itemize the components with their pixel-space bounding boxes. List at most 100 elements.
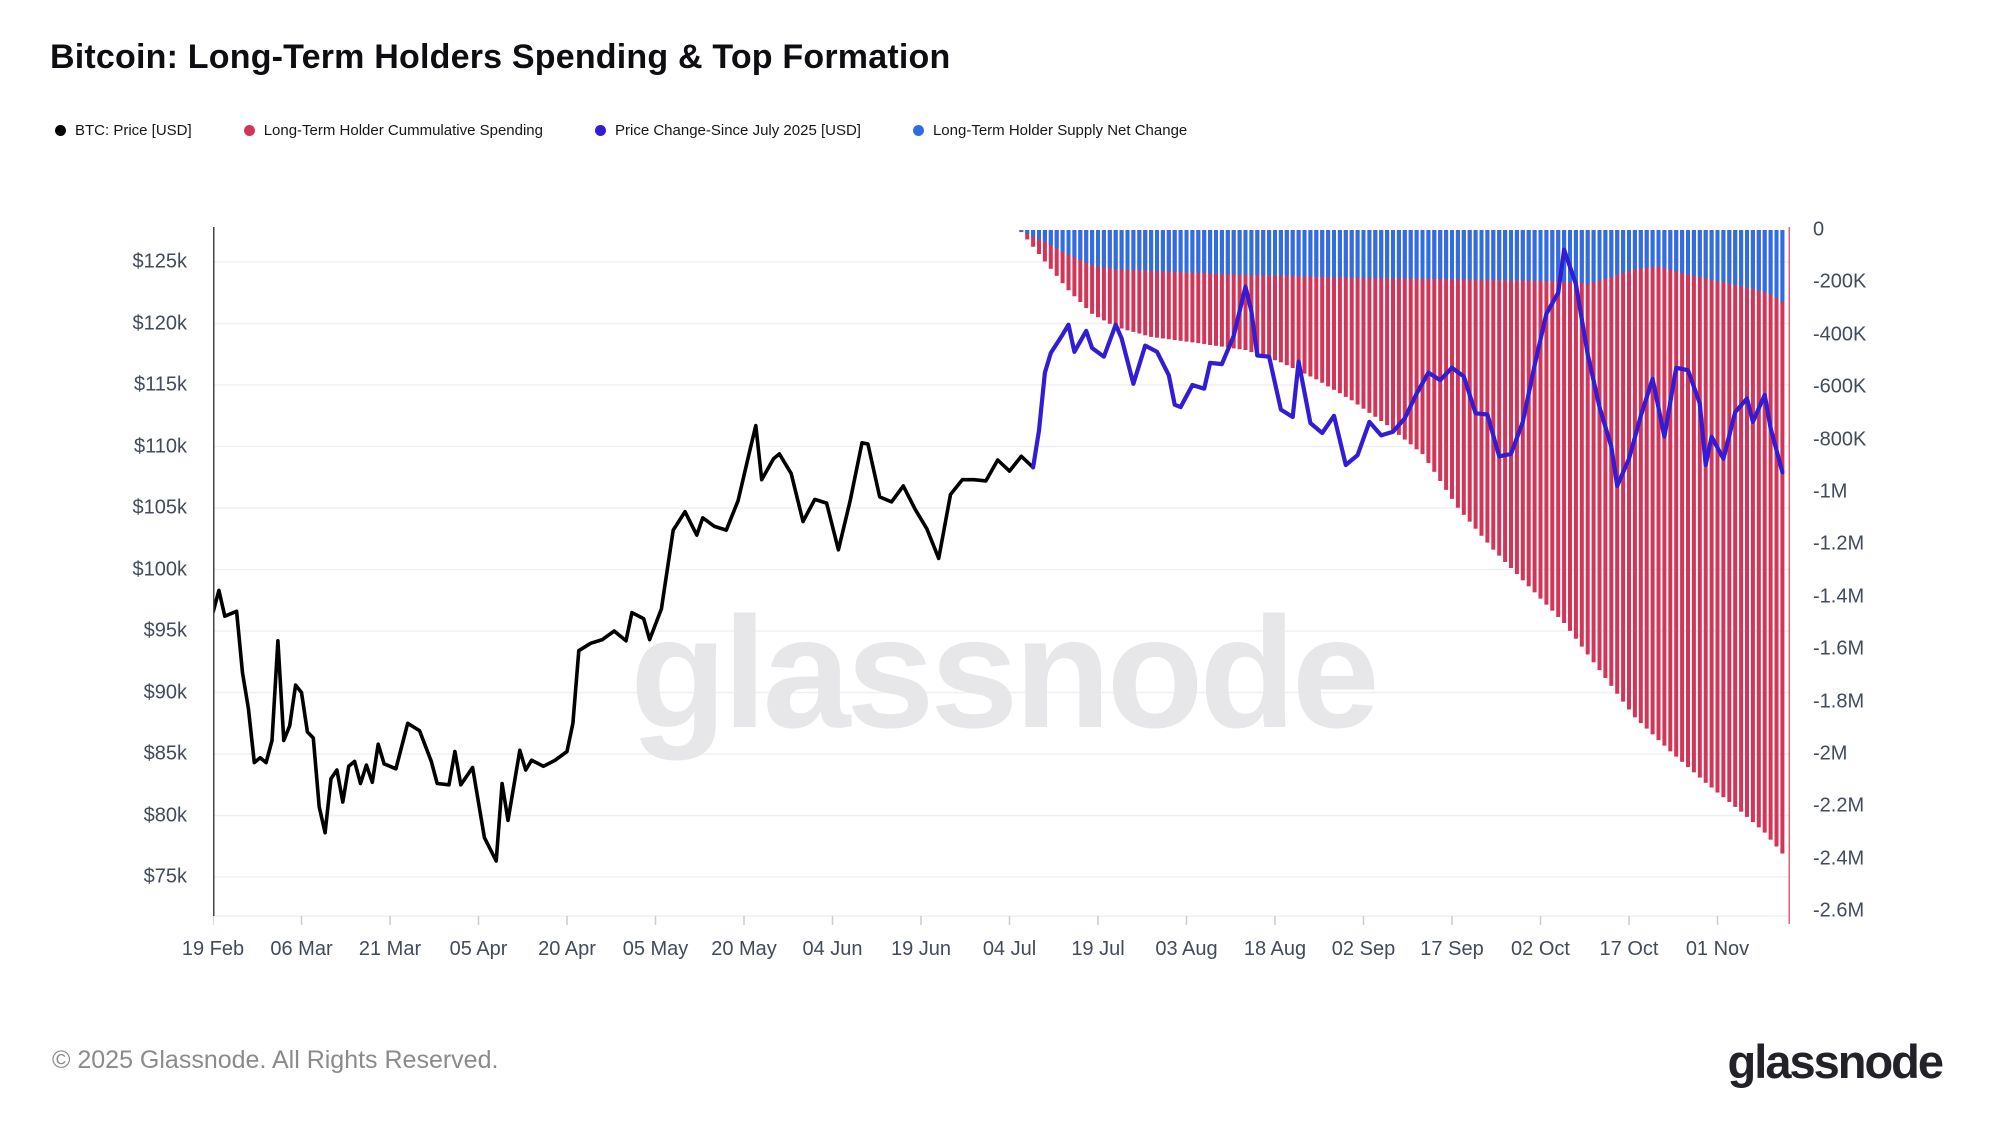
spending-bar: [1762, 230, 1767, 833]
spending-bar: [1166, 230, 1171, 340]
net-change-bar: [1084, 230, 1089, 263]
spending-bar: [1632, 230, 1637, 718]
spending-bar: [1550, 230, 1555, 611]
net-change-bar: [1302, 230, 1307, 277]
net-change-bar: [1621, 230, 1626, 274]
x-axis-tick-label: 19 Jul: [1071, 938, 1125, 960]
legend-item-3[interactable]: Long-Term Holder Supply Net Change: [912, 122, 1188, 139]
net-change-bar: [1597, 230, 1602, 281]
legend-item-2[interactable]: Price Change-Since July 2025 [USD]: [595, 122, 861, 139]
left-axis-tick-label: $95k: [143, 619, 187, 642]
net-change-bar: [1532, 230, 1537, 281]
x-axis-tick-label: 05 Apr: [449, 938, 508, 960]
spending-bar: [1438, 230, 1443, 481]
net-change-bar: [1090, 230, 1095, 266]
net-change-bar: [1402, 230, 1407, 279]
net-change-bar: [1037, 230, 1041, 240]
spending-bar: [1627, 230, 1631, 710]
net-change-bar: [1450, 230, 1454, 280]
right-axis-tick-label: -2.6M: [1813, 899, 1865, 922]
net-change-bar: [1143, 230, 1148, 271]
spending-bar: [1155, 230, 1159, 338]
net-change-bar: [1479, 230, 1484, 280]
spending-bar: [1172, 230, 1177, 341]
spending-bar: [1196, 230, 1201, 344]
spending-bar: [1420, 230, 1425, 455]
spending-bar: [1520, 230, 1525, 581]
x-axis-tick-label: 02 Sep: [1331, 938, 1396, 960]
x-axis-tick-label: 06 Mar: [270, 938, 333, 960]
net-change-bar: [1119, 230, 1124, 270]
net-change-bar: [1172, 230, 1177, 272]
spending-bar: [1509, 230, 1513, 568]
spending-bar: [1739, 230, 1744, 812]
x-axis-tick-label: 19 Feb: [181, 938, 245, 960]
spending-bar: [1278, 230, 1283, 363]
spending-bar: [1355, 230, 1360, 405]
net-change-bar: [1155, 230, 1159, 272]
spending-bar: [1697, 230, 1702, 778]
net-change-bar: [1632, 230, 1637, 270]
legend-item-1[interactable]: Long-Term Holder Cummulative Spending: [243, 122, 543, 139]
net-change-bar: [1072, 230, 1077, 258]
spending-bar: [1638, 230, 1643, 724]
spending-bar: [1060, 230, 1065, 284]
net-change-bar: [1042, 230, 1047, 242]
net-change-bar: [1656, 230, 1661, 267]
legend-item-label: Long-Term Holder Supply Net Change: [932, 122, 1188, 139]
net-change-bar: [1066, 230, 1071, 255]
spending-bar: [1054, 230, 1059, 276]
net-change-bar: [1237, 230, 1242, 275]
spending-bar: [1113, 230, 1118, 327]
x-axis-tick-label: 18 Aug: [1243, 938, 1307, 960]
net-change-bar: [1166, 230, 1171, 272]
spending-bar: [1568, 230, 1572, 631]
net-change-bar: [1308, 230, 1313, 277]
right-axis-tick-label: -800K: [1813, 428, 1867, 451]
left-axis-tick-label: $85k: [143, 742, 187, 765]
spending-bar: [1603, 230, 1608, 679]
net-change-bar: [1438, 230, 1443, 279]
net-change-bar: [1367, 230, 1372, 279]
spending-bar: [1361, 230, 1366, 409]
spending-bar: [1025, 230, 1030, 240]
net-change-bar: [1249, 230, 1254, 276]
spending-bar: [1444, 230, 1449, 490]
spending-bar: [1402, 230, 1407, 440]
net-change-bar: [1278, 230, 1283, 276]
spending-bar: [1774, 230, 1779, 847]
net-change-bar: [1019, 230, 1024, 232]
spending-bar: [1408, 230, 1413, 445]
net-change-bar: [1473, 230, 1478, 280]
net-change-bar: [1208, 230, 1213, 274]
net-change-bar: [1709, 230, 1714, 280]
spending-bar: [1467, 230, 1472, 522]
spending-bar: [1750, 230, 1755, 823]
net-change-bar: [1414, 230, 1419, 279]
net-change-bar: [1113, 230, 1118, 270]
net-change-bar: [1314, 230, 1319, 277]
spending-bar: [1031, 230, 1036, 247]
spending-bar: [1379, 230, 1384, 421]
net-change-bar: [1768, 230, 1773, 295]
net-change-bar: [1337, 230, 1342, 278]
legend-item-0[interactable]: BTC: Price [USD]: [55, 122, 192, 139]
spending-bar: [1231, 230, 1236, 349]
spending-bar: [1556, 230, 1561, 617]
left-axis-tick-label: $80k: [143, 804, 187, 826]
spending-bar: [1072, 230, 1077, 297]
legend-dot-icon: [912, 125, 924, 136]
spending-bar: [1255, 230, 1260, 355]
legend-item-label: BTC: Price [USD]: [75, 122, 192, 139]
spending-bar: [1680, 230, 1685, 762]
spending-bar: [1343, 230, 1348, 397]
spending-bar: [1367, 230, 1372, 413]
left-axis-tick-label: $105k: [132, 496, 188, 519]
spending-bar: [1078, 230, 1083, 303]
net-change-bar: [1591, 230, 1596, 283]
net-change-bar: [1184, 230, 1189, 273]
spending-bar: [1532, 230, 1537, 593]
net-change-bar: [1284, 230, 1289, 276]
net-change-bar: [1048, 230, 1053, 246]
